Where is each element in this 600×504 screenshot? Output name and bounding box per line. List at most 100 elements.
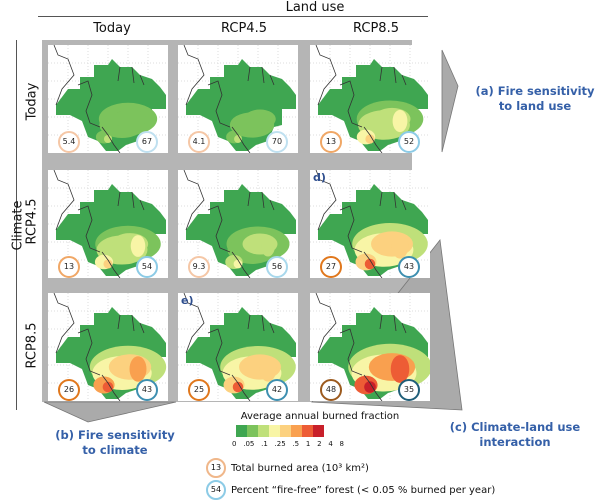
fire-free-badge: 43 <box>136 379 158 401</box>
fire-free-badge: 67 <box>136 131 158 153</box>
fire-free-badge: 54 <box>136 256 158 278</box>
colorbar-tick-label: 0 <box>232 440 237 448</box>
burned-region <box>131 111 145 131</box>
burned-region <box>232 381 244 393</box>
callout-a-line1: (a) Fire sensitivity <box>475 84 595 98</box>
amazon-map <box>178 170 298 278</box>
colorbar-swatch <box>302 425 313 437</box>
map-panel: 26 43 <box>48 293 168 401</box>
burned-area-badge: 48 <box>320 379 342 401</box>
callout-a-line2: to land use <box>498 99 572 113</box>
country-borders <box>315 45 407 153</box>
climate-divider <box>16 40 17 410</box>
colorbar-ticks: 0 .05 .1 .25 .5 1 2 4 8 <box>232 440 344 448</box>
amazon-map <box>310 45 430 153</box>
country-borders <box>53 45 145 153</box>
amazon-map <box>310 170 430 278</box>
country-borders <box>183 45 275 153</box>
burned-region <box>259 356 277 382</box>
arrow-a <box>441 49 459 153</box>
colorbar-swatch <box>291 425 302 437</box>
map-panel: 48 35 <box>310 293 430 401</box>
colorbar-swatch <box>313 425 324 437</box>
legend-burned-row: 13 Total burned area (10³ km²) <box>206 458 369 478</box>
fire-free-badge: 52 <box>398 131 420 153</box>
country-borders <box>183 293 275 401</box>
colorbar-tick-label: .25 <box>274 440 286 448</box>
burned-region <box>102 381 114 393</box>
callout-c: (c) Climate-land use interaction <box>440 420 590 450</box>
map-panel: e) 25 42 <box>178 293 298 401</box>
country-borders <box>53 293 145 401</box>
colorbar-tick-label: .5 <box>292 440 300 448</box>
fire-free-badge: 56 <box>266 256 288 278</box>
fire-free-badge: 43 <box>398 256 420 278</box>
burned-area-badge: 4.1 <box>188 131 210 153</box>
country-borders <box>315 170 407 278</box>
burned-area-badge: 9.3 <box>188 256 210 278</box>
colorbar-tick-label: .05 <box>243 440 255 448</box>
legend-burned-circle: 13 <box>206 458 226 478</box>
fire-free-badge: 70 <box>266 131 288 153</box>
country-borders <box>53 170 145 278</box>
arrow-b <box>43 401 177 423</box>
column-header-rcp85: RCP8.5 <box>353 21 399 36</box>
colorbar-tick-label: 1 <box>305 440 311 448</box>
colorbar <box>236 425 324 437</box>
legend-firefree-row: 54 Percent “fire-free” forest (< 0.05 % … <box>206 480 495 500</box>
burned-region <box>261 111 275 131</box>
country-borders <box>315 293 407 401</box>
callout-a: (a) Fire sensitivity to land use <box>470 84 600 114</box>
fire-free-badge: 35 <box>398 379 420 401</box>
legend-title: Average annual burned fraction <box>240 411 400 422</box>
map-panel: 5.4 67 <box>48 45 168 153</box>
amazon-map <box>48 45 168 153</box>
burned-area-badge: 27 <box>320 256 342 278</box>
amazon-map <box>178 293 298 401</box>
burned-area-badge: 13 <box>320 131 342 153</box>
burned-area-badge: 13 <box>58 256 80 278</box>
colorbar-swatch <box>247 425 258 437</box>
callout-b: (b) Fire sensitivity to climate <box>40 428 190 458</box>
amazon-map <box>48 170 168 278</box>
map-panel: d) 27 43 <box>310 170 430 278</box>
colorbar-tick-label: 8 <box>339 440 344 448</box>
colorbar-swatch <box>280 425 291 437</box>
burned-region <box>364 381 376 393</box>
legend-firefree-circle: 54 <box>206 480 226 500</box>
land-use-title: Land use <box>285 0 345 15</box>
burned-region <box>103 259 113 269</box>
panel-label: e) <box>181 294 194 307</box>
burned-region <box>390 355 410 383</box>
burned-region <box>130 235 146 257</box>
callout-c-line2: interaction <box>479 435 551 449</box>
burned-region <box>365 134 375 144</box>
colorbar-tick-label: .1 <box>261 440 268 448</box>
callout-b-line1: (b) Fire sensitivity <box>55 428 175 442</box>
map-panel: 9.3 56 <box>178 170 298 278</box>
map-panel: 13 54 <box>48 170 168 278</box>
amazon-map <box>310 293 430 401</box>
panel-label: d) <box>313 171 326 184</box>
colorbar-tick-label: 4 <box>328 440 333 448</box>
burned-region <box>103 134 113 144</box>
colorbar-swatch <box>269 425 280 437</box>
colorbar-swatch <box>236 425 247 437</box>
colorbar-swatch <box>258 425 269 437</box>
burned-region <box>233 259 243 269</box>
burned-region <box>129 356 147 382</box>
burned-region <box>234 135 242 143</box>
burned-area-badge: 5.4 <box>58 131 80 153</box>
land-use-divider <box>38 16 428 17</box>
column-header-rcp45: RCP4.5 <box>221 21 267 36</box>
amazon-map <box>48 293 168 401</box>
burned-region <box>392 109 408 133</box>
burned-region <box>261 235 275 257</box>
burned-region <box>364 258 376 270</box>
legend-firefree-text: Percent “fire-free” forest (< 0.05 % bur… <box>231 484 496 496</box>
map-panel: 13 52 <box>310 45 430 153</box>
burned-area-badge: 25 <box>188 379 210 401</box>
burned-region <box>391 233 409 259</box>
callout-b-line2: to climate <box>82 443 148 457</box>
legend-burned-text: Total burned area (10³ km²) <box>231 462 369 474</box>
